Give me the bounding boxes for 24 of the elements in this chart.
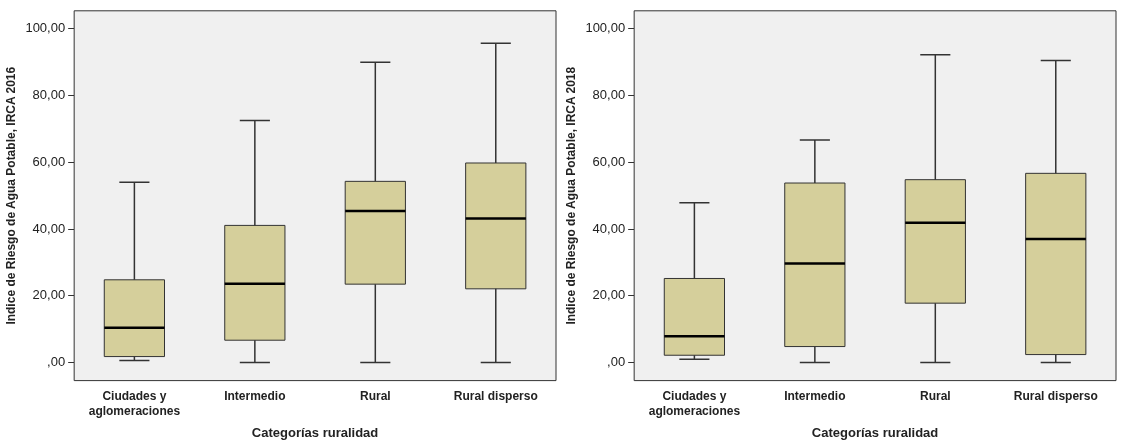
x-tick-label: Rural (919, 389, 951, 404)
y-tick-label: 80,00 (32, 87, 66, 103)
y-tick-label: 20,00 (592, 287, 626, 303)
x-tick-label: Rural disperso (453, 389, 538, 404)
x-tick-label: Ciudades y aglomeraciones (88, 389, 181, 418)
y-tick-label: 40,00 (32, 220, 66, 236)
x-axis-title: Categorías ruralidad (811, 424, 939, 440)
x-tick-label: Ciudades y aglomeraciones (648, 389, 741, 418)
y-tick-label: ,00 (47, 354, 66, 370)
x-tick-label: Intermedio (784, 389, 846, 404)
y-tick-label: 60,00 (32, 153, 66, 169)
x-tick-label: Rural disperso (1013, 389, 1098, 404)
x-tick-label: Intermedio (224, 389, 286, 404)
x-tick-label: Rural (359, 389, 391, 404)
y-tick-label: 60,00 (592, 153, 626, 169)
y-axis-title: Indice de Riesgo de Agua Potable, IRCA 2018 (563, 66, 578, 325)
y-axis-title: Indice de Riesgo de Agua Potable, IRCA 2016 (3, 66, 18, 325)
y-tick-label: 80,00 (592, 87, 626, 103)
x-axis-title: Categorías ruralidad (251, 424, 379, 440)
y-tick-label: 100,00 (25, 20, 66, 36)
y-tick-label: 20,00 (32, 287, 66, 303)
y-tick-label: 100,00 (585, 20, 626, 36)
y-tick-label: 40,00 (592, 220, 626, 236)
y-tick-label: ,00 (607, 354, 626, 370)
